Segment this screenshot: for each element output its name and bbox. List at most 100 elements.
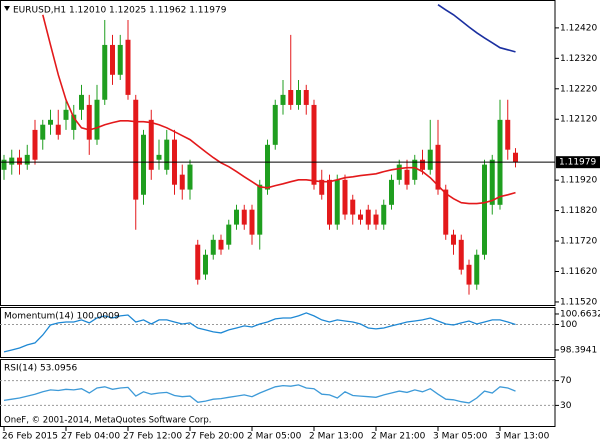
rsi-panel-frame (0, 359, 556, 427)
y-tick-label: 1.11720 (560, 237, 597, 247)
candle-body (280, 94, 286, 105)
candle-body (32, 129, 38, 160)
candle-body (141, 134, 146, 195)
candle-body (234, 209, 239, 225)
candle-body (71, 114, 77, 130)
x-tick-label: 27 Feb 04:00 (61, 432, 120, 442)
candle-body (156, 154, 162, 160)
candle-body (505, 119, 511, 150)
candle-body (334, 179, 340, 225)
candle-body (474, 254, 480, 285)
candle-body (257, 184, 263, 235)
x-tick-label: 2 Mar 13:00 (309, 432, 364, 442)
candle-body (404, 169, 410, 185)
candle-body (451, 234, 456, 245)
candle-body (272, 104, 278, 145)
candle-body (296, 90, 301, 105)
candle-body (117, 44, 123, 75)
copyright: OneF, © 2001-2014, MetaQuotes Software C… (4, 416, 212, 426)
candle-body (79, 94, 84, 110)
x-tick-label: 27 Feb 12:00 (123, 432, 182, 442)
candle-body (265, 144, 270, 190)
candle-body (288, 90, 294, 105)
candle-body (513, 152, 518, 163)
x-tick-label: 26 Feb 2015 (2, 432, 58, 442)
main-panel-frame (0, 0, 556, 306)
current-price-label: 1.11979 (559, 158, 596, 168)
candle-body (148, 119, 154, 170)
indicator-line (3, 312, 516, 353)
candle-body (195, 244, 201, 280)
candle-body (342, 179, 348, 215)
y-tick-label: 98.3941 (560, 345, 597, 355)
candle-body (133, 99, 139, 200)
candle-body (241, 209, 247, 225)
candle-body (55, 124, 61, 135)
candle-body (365, 209, 371, 225)
candle-body (125, 39, 131, 95)
moving-average (42, 14, 516, 205)
candle-body (396, 164, 402, 180)
candle-body (489, 159, 495, 205)
y-tick-label: 1.12320 (560, 54, 597, 64)
candle-body (164, 139, 170, 170)
candle-body (373, 214, 379, 225)
candle-body (48, 119, 53, 125)
candle-body (319, 179, 325, 195)
candle-body (412, 159, 418, 180)
candle-body (94, 99, 100, 140)
momentum-panel-frame (0, 307, 556, 358)
candle-body (102, 44, 108, 100)
candle-body (218, 239, 224, 250)
candle-body (24, 154, 30, 165)
y-tick-label: 1.11920 (560, 176, 597, 186)
candle-body (311, 104, 317, 185)
indicator-line (3, 384, 516, 404)
candle-body (110, 44, 115, 75)
candle-body (86, 104, 92, 140)
main-plot (0, 4, 555, 295)
candle-body (482, 164, 487, 255)
symbol-icon (4, 6, 10, 11)
y-tick-label: 1.12220 (560, 84, 597, 94)
candle-body (420, 159, 425, 170)
candle-body (63, 109, 69, 120)
candle-body (435, 144, 441, 190)
x-tick-label: 27 Feb 20:00 (185, 432, 244, 442)
rsi-plot (0, 380, 555, 406)
candle-body (1, 159, 7, 170)
candle-body (249, 209, 255, 235)
candle-body (389, 179, 394, 205)
y-tick-label: 1.12420 (560, 23, 597, 33)
panel-title: EURUSD,H1 1.12010 1.12025 1.11962 1.1197… (13, 6, 227, 16)
candle-body (427, 149, 433, 170)
y-tick-label: 100 (560, 320, 577, 330)
candle-body (381, 204, 387, 225)
candle-body (9, 157, 15, 165)
candle-body (17, 157, 22, 165)
candle-body (350, 199, 356, 215)
candle-body (466, 264, 472, 285)
candle-body (226, 224, 232, 245)
labels: 26 Feb 2015 27 Feb 04:00 27 Feb 12:00 27 Fe… (2, 6, 600, 442)
x-tick-label: 2 Mar 21:00 (371, 432, 426, 442)
x-tick-label: 3 Mar 13:00 (495, 432, 550, 442)
candle-body (303, 90, 309, 105)
y-tick-label: 1.11620 (560, 267, 597, 277)
candle-body (210, 239, 216, 255)
candle-body (458, 239, 464, 270)
candle-body (40, 124, 46, 140)
y-tick-label: 100.6632 (560, 309, 600, 319)
candle-body (443, 189, 449, 235)
y-tick-label: 30 (560, 401, 572, 411)
candle-body (187, 164, 193, 190)
y-tick-label: 1.11520 (560, 297, 597, 307)
panel-title: RSI(14) 53.0956 (4, 364, 77, 374)
candle-body (358, 214, 363, 220)
momentum-plot (0, 312, 555, 353)
moving-average (437, 4, 516, 53)
y-tick-label: 1.12120 (560, 115, 597, 125)
candle-body (327, 179, 332, 225)
panel-title: Momentum(14) 100.0009 (4, 312, 120, 322)
